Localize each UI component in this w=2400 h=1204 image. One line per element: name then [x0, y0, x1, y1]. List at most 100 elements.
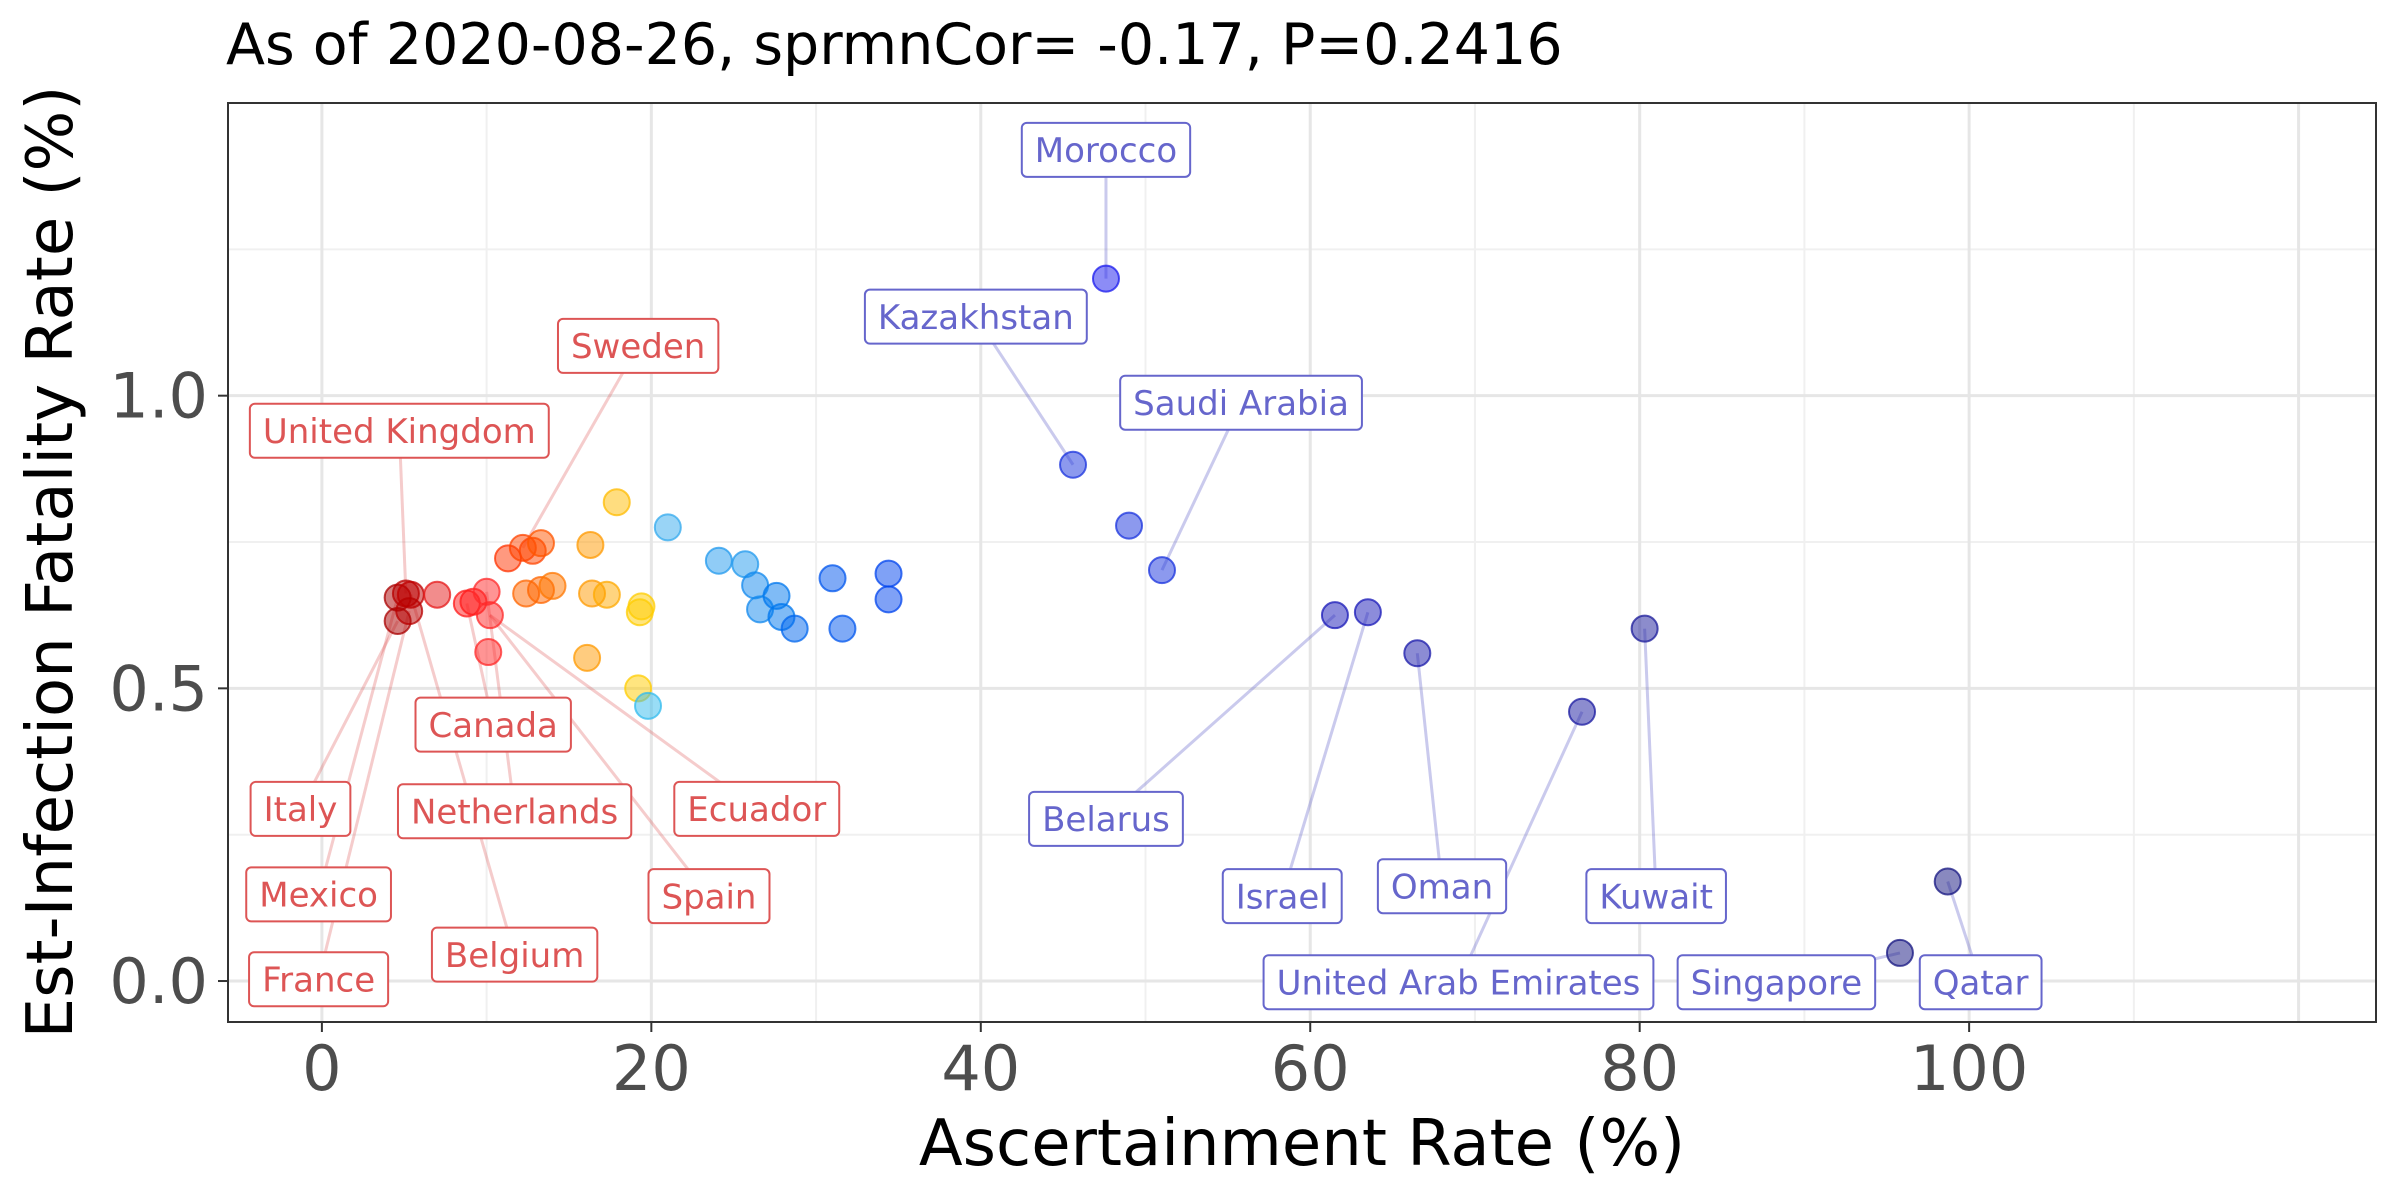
country-label-box — [1028, 790, 1184, 847]
country-label-text: Italy — [264, 790, 338, 830]
x-tick-label: 20 — [612, 1032, 691, 1105]
data-point — [627, 592, 656, 621]
data-point — [526, 529, 555, 558]
country-label: Morocco — [1020, 121, 1192, 178]
country-label-text: Sweden — [571, 327, 705, 367]
data-point — [475, 601, 504, 630]
data-point — [704, 546, 733, 575]
annotation-connector — [1280, 611, 1370, 897]
data-point — [780, 614, 809, 643]
country-label: France — [248, 951, 390, 1008]
country-label: United Kingdom — [248, 402, 550, 459]
data-point — [1320, 601, 1349, 630]
data-point — [474, 638, 503, 667]
country-label: Kuwait — [1585, 868, 1727, 925]
country-label-text: Saudi Arabia — [1133, 384, 1349, 424]
country-label-text: Kazakhstan — [878, 298, 1074, 338]
country-label: Saudi Arabia — [1119, 374, 1363, 431]
data-point — [874, 585, 903, 614]
country-label-text: Spain — [661, 877, 756, 917]
country-label: United Arab Emirates — [1262, 954, 1655, 1011]
country-label-text: Oman — [1391, 867, 1493, 907]
country-label-box — [1020, 121, 1192, 178]
annotation-connector — [521, 345, 640, 549]
country-label-text: Morocco — [1035, 131, 1177, 171]
x-tick-label: 40 — [941, 1032, 1020, 1105]
country-label-box — [249, 780, 352, 837]
data-point — [1353, 598, 1382, 627]
country-label: Sweden — [556, 317, 720, 374]
country-label: Israel — [1221, 868, 1343, 925]
country-label-text: Ecuador — [687, 790, 826, 830]
country-label-text: United Kingdom — [263, 412, 536, 452]
data-point — [573, 643, 602, 672]
annotation-connector — [1643, 628, 1658, 897]
y-tick-label: 0.0 — [109, 945, 208, 1018]
country-label: Mexico — [245, 866, 392, 923]
country-label: Belarus — [1028, 790, 1184, 847]
annotation-connector — [317, 597, 400, 895]
axis-layer: 0 20 40 60 80 100 0.0 0.5 1.0 — [109, 360, 2028, 1105]
country-label-box — [1376, 858, 1508, 915]
data-point — [1059, 450, 1088, 479]
country-label: Spain — [647, 868, 771, 925]
data-point — [538, 571, 567, 600]
country-label: Kazakhstan — [863, 288, 1088, 345]
country-label-box — [248, 402, 550, 459]
data-point — [874, 559, 903, 588]
x-tick-label: 60 — [1271, 1032, 1350, 1105]
y-tick-label: 0.5 — [109, 652, 208, 725]
data-point — [592, 580, 621, 609]
data-point — [1403, 639, 1432, 668]
country-label-text: Qatar — [1933, 963, 2029, 1003]
chart-title: As of 2020-08-26, sprmnCor= -0.17, P=0.2… — [226, 12, 1563, 78]
annotation-connector — [489, 613, 758, 811]
country-label-text: France — [262, 961, 375, 1001]
point-layer — [383, 264, 1962, 967]
country-label-box — [1119, 374, 1363, 431]
country-label-text: Belgium — [445, 936, 584, 976]
country-label-box — [396, 783, 633, 840]
data-point — [1933, 867, 1962, 896]
connector-layer — [299, 149, 1983, 984]
plot-border — [227, 102, 2377, 1023]
country-label-box — [647, 868, 771, 925]
annotation-connector — [1457, 711, 1584, 983]
country-label-text: Kuwait — [1599, 877, 1713, 917]
country-label: Belgium — [430, 926, 599, 983]
country-label-box — [1676, 954, 1877, 1011]
country-label-box — [1221, 868, 1343, 925]
country-label: Qatar — [1918, 954, 2043, 1011]
data-point — [1568, 697, 1597, 726]
x-axis-title: Ascertainment Rate (%) — [919, 1107, 1685, 1181]
country-label: Canada — [414, 696, 572, 753]
annotation-connector — [1415, 653, 1444, 887]
country-label-text: Netherlands — [411, 793, 618, 833]
country-label-text: Singapore — [1691, 963, 1863, 1003]
label-layer: Morocco Kazakhstan Saudi Arabia Belarus Isra… — [245, 121, 2043, 1011]
country-label-box — [430, 926, 599, 983]
data-point — [828, 614, 857, 643]
country-label-text: Israel — [1236, 877, 1329, 917]
country-label-box — [863, 288, 1088, 345]
country-label-text: Canada — [429, 706, 558, 746]
country-label: Oman — [1376, 858, 1508, 915]
data-point — [1885, 938, 1914, 967]
annotation-connector — [409, 594, 517, 956]
annotation-connector — [1104, 614, 1336, 821]
data-point — [423, 580, 452, 609]
data-point — [1091, 264, 1120, 293]
data-point — [634, 691, 663, 720]
country-label-box — [245, 866, 392, 923]
data-point — [472, 577, 501, 606]
data-point — [653, 513, 682, 542]
country-label-box — [673, 780, 841, 837]
country-label-text: Belarus — [1042, 800, 1170, 840]
data-point — [818, 564, 847, 593]
country-label: Netherlands — [396, 783, 633, 840]
country-label: Italy — [249, 780, 352, 837]
country-label-text: United Arab Emirates — [1277, 963, 1641, 1003]
data-point — [576, 530, 605, 559]
